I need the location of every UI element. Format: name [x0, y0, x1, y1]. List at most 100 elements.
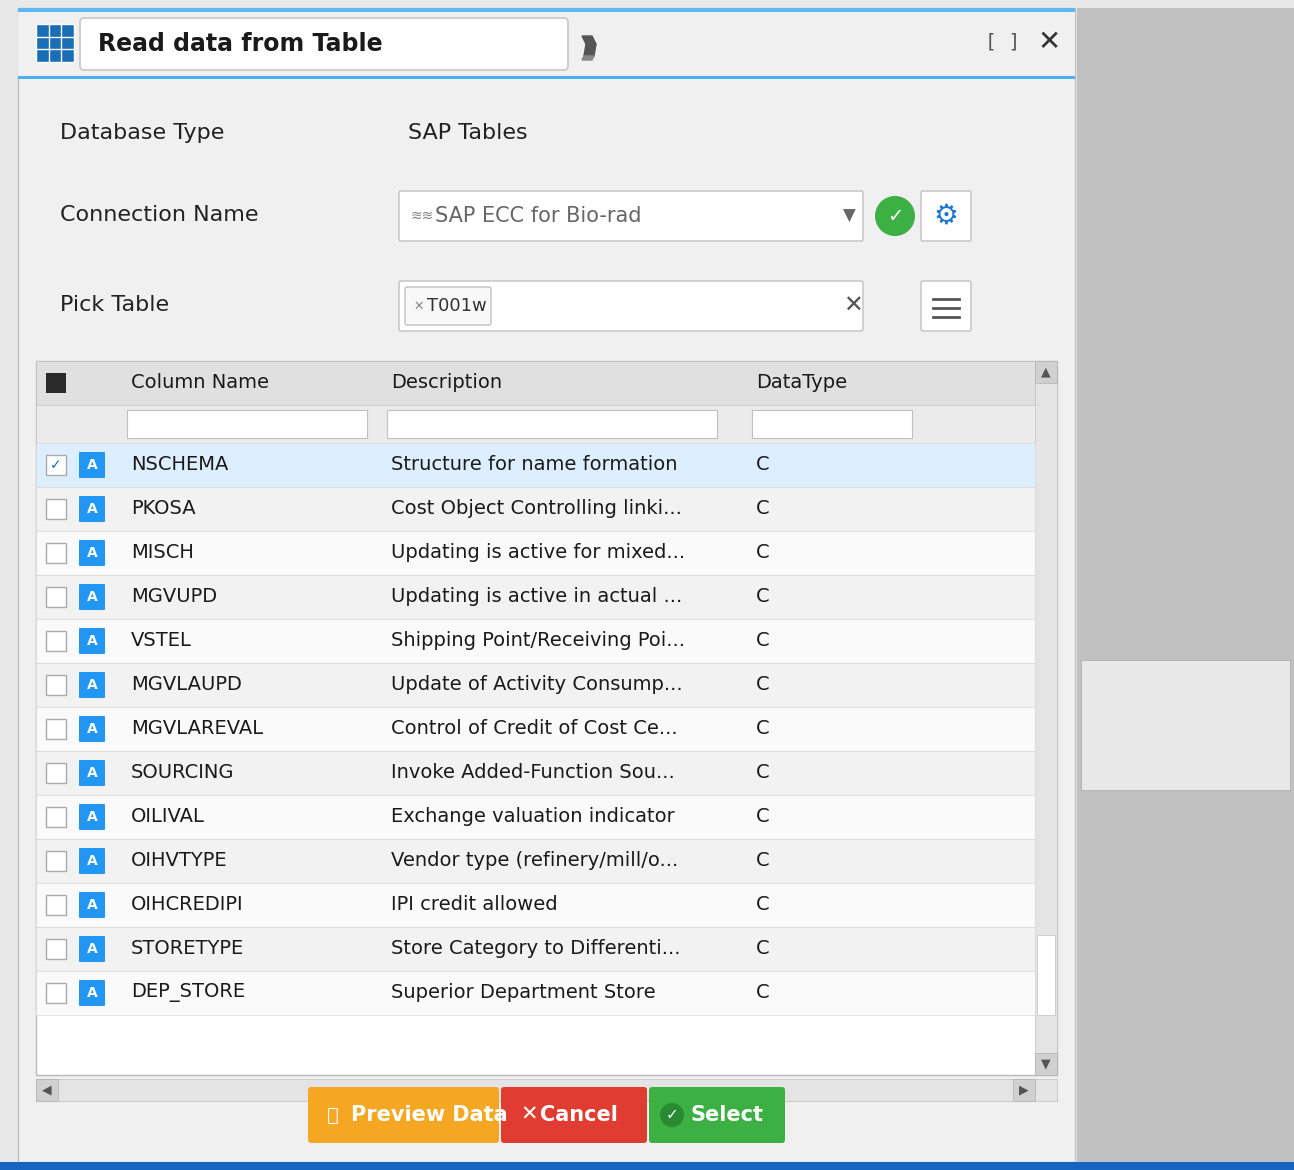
FancyBboxPatch shape — [399, 281, 863, 331]
Text: OIHVTYPE: OIHVTYPE — [131, 852, 228, 870]
Text: Read data from Table: Read data from Table — [98, 32, 383, 56]
Bar — [36, 619, 1035, 663]
Text: A: A — [87, 766, 97, 780]
Polygon shape — [582, 56, 594, 60]
Bar — [18, 8, 1075, 1162]
Text: Preview Data: Preview Data — [351, 1104, 507, 1126]
Text: A: A — [87, 546, 97, 560]
Text: Superior Department Store: Superior Department Store — [391, 984, 656, 1003]
FancyBboxPatch shape — [79, 628, 105, 654]
Text: Structure for name formation: Structure for name formation — [391, 455, 678, 475]
Bar — [1035, 362, 1057, 1075]
Text: Description: Description — [391, 373, 502, 392]
Circle shape — [875, 197, 915, 236]
Bar — [1080, 660, 1290, 790]
Bar — [36, 663, 1035, 707]
Bar — [36, 751, 1035, 794]
Text: Updating is active for mixed...: Updating is active for mixed... — [391, 544, 685, 563]
Text: A: A — [87, 854, 97, 868]
Bar — [18, 8, 1075, 76]
Text: NSCHEMA: NSCHEMA — [131, 455, 228, 475]
Text: STORETYPE: STORETYPE — [131, 940, 245, 958]
Text: Pick Table: Pick Table — [60, 295, 170, 315]
Text: ≋≋: ≋≋ — [411, 209, 435, 223]
Bar — [1036, 935, 1055, 1016]
Text: OIHCREDIPI: OIHCREDIPI — [131, 895, 243, 915]
Text: OILIVAL: OILIVAL — [131, 807, 204, 826]
Text: A: A — [87, 677, 97, 691]
Bar — [36, 707, 1035, 751]
Bar — [36, 794, 1035, 839]
Bar — [36, 25, 74, 62]
Text: ◀: ◀ — [43, 1083, 52, 1096]
Bar — [36, 883, 1035, 927]
Bar — [47, 373, 66, 393]
Text: C: C — [756, 807, 770, 826]
FancyBboxPatch shape — [79, 804, 105, 830]
Text: C: C — [756, 675, 770, 695]
Text: ✕: ✕ — [842, 294, 863, 318]
Text: A: A — [87, 502, 97, 516]
Bar — [36, 839, 1035, 883]
Text: Cost Object Controlling linki...: Cost Object Controlling linki... — [391, 500, 682, 518]
Bar — [47, 763, 66, 783]
Text: A: A — [87, 899, 97, 911]
FancyBboxPatch shape — [79, 760, 105, 786]
Bar — [36, 487, 1035, 531]
Bar — [36, 362, 1035, 405]
Bar — [36, 405, 1035, 443]
Bar — [36, 574, 1035, 619]
Text: DataType: DataType — [756, 373, 848, 392]
Text: ⚙: ⚙ — [933, 202, 959, 230]
Text: A: A — [87, 590, 97, 604]
Text: ▼: ▼ — [1042, 1058, 1051, 1071]
Text: Updating is active in actual ...: Updating is active in actual ... — [391, 587, 682, 606]
Text: SAP Tables: SAP Tables — [408, 123, 528, 143]
Bar — [36, 1079, 1057, 1101]
Text: C: C — [756, 455, 770, 475]
Bar — [752, 410, 912, 438]
Text: A: A — [87, 986, 97, 1000]
Text: MISCH: MISCH — [131, 544, 194, 563]
Text: C: C — [756, 984, 770, 1003]
Circle shape — [660, 1103, 685, 1127]
Text: C: C — [756, 587, 770, 606]
Text: C: C — [756, 720, 770, 738]
Bar — [36, 443, 1035, 487]
Bar — [47, 498, 66, 519]
Text: ✕: ✕ — [413, 300, 423, 312]
Bar — [127, 410, 367, 438]
Text: ▼: ▼ — [842, 207, 855, 225]
Bar — [47, 631, 66, 651]
Text: DEP_STORE: DEP_STORE — [131, 984, 245, 1003]
FancyBboxPatch shape — [79, 584, 105, 610]
Bar — [47, 851, 66, 870]
Text: Column Name: Column Name — [131, 373, 269, 392]
FancyBboxPatch shape — [80, 18, 568, 70]
Bar — [1035, 1053, 1057, 1075]
Text: Exchange valuation indicator: Exchange valuation indicator — [391, 807, 674, 826]
FancyBboxPatch shape — [79, 672, 105, 698]
Text: 🖵: 🖵 — [327, 1106, 339, 1124]
Bar — [47, 720, 66, 739]
Bar — [1013, 1079, 1035, 1101]
Text: C: C — [756, 632, 770, 651]
FancyBboxPatch shape — [79, 936, 105, 962]
Text: Update of Activity Consump...: Update of Activity Consump... — [391, 675, 683, 695]
Bar — [18, 76, 1075, 80]
Text: Vendor type (refinery/mill/o...: Vendor type (refinery/mill/o... — [391, 852, 678, 870]
Text: T001w: T001w — [427, 297, 487, 315]
Bar — [47, 675, 66, 695]
FancyBboxPatch shape — [308, 1087, 499, 1143]
Text: ✓: ✓ — [886, 206, 903, 226]
Bar — [1035, 362, 1057, 383]
Bar — [47, 983, 66, 1003]
Bar — [36, 927, 1035, 971]
Bar — [47, 895, 66, 915]
Text: C: C — [756, 852, 770, 870]
Text: A: A — [87, 810, 97, 824]
Text: PKOSA: PKOSA — [131, 500, 195, 518]
Text: SOURCING: SOURCING — [131, 764, 234, 783]
Text: ✕: ✕ — [1036, 28, 1060, 56]
FancyBboxPatch shape — [79, 496, 105, 522]
